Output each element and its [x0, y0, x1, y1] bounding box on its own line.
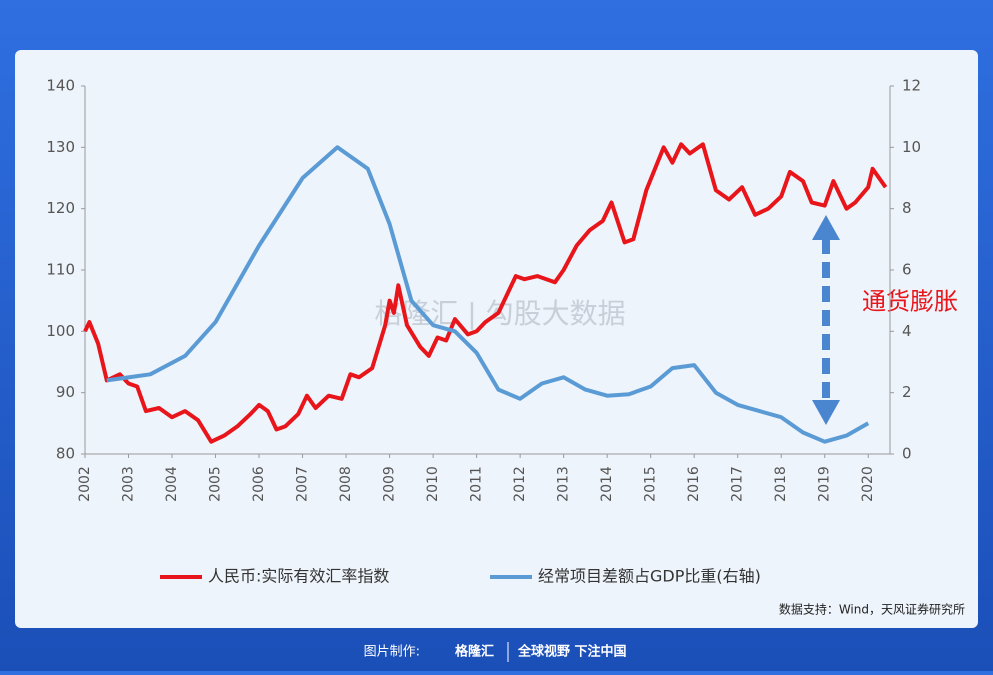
y-tick-label: 140 [46, 77, 75, 95]
x-tick-label: 2019 [817, 466, 833, 502]
y2-tick-label: 4 [902, 322, 912, 340]
x-tick-label: 2011 [469, 466, 485, 502]
series-line [106, 145, 870, 444]
x-tick-label: 2020 [860, 466, 876, 502]
x-tick-label: 2004 [164, 466, 180, 502]
card [15, 50, 978, 628]
source: 数据支持：Wind，天风证券研究所 [779, 602, 965, 617]
x-tick-label: 2005 [208, 466, 224, 502]
y-tick-label: 80 [56, 445, 75, 463]
y-tick-label: 100 [46, 322, 75, 340]
x-tick-label: 2014 [599, 466, 615, 502]
inflation-arrow [812, 215, 840, 425]
x-tick-label: 2007 [295, 466, 311, 502]
legend-label: 经常项目差额占GDP比重(右轴) [538, 567, 761, 586]
x-tick-label: 2018 [773, 466, 789, 502]
x-tick-label: 2008 [338, 466, 354, 502]
x-tick-label: 2016 [686, 466, 702, 502]
x-tick-label: 2015 [643, 466, 659, 502]
y2-tick-label: 12 [902, 77, 921, 95]
footer-right: 全球视野 下注中国 [517, 644, 627, 660]
y2-tick-label: 6 [902, 261, 912, 279]
x-tick-label: 2003 [121, 466, 137, 502]
x-tick-label: 2013 [556, 466, 572, 502]
y-tick-label: 90 [56, 383, 75, 401]
y2-tick-label: 2 [902, 383, 912, 401]
x-tick-label: 2012 [512, 466, 528, 502]
y2-tick-label: 10 [902, 138, 921, 156]
series-line [83, 142, 888, 444]
y-tick-label: 120 [46, 199, 75, 217]
footer-left: 图片制作: [364, 645, 420, 660]
y-tick-label: 130 [46, 138, 75, 156]
footer-brand: 格隆汇 [455, 644, 494, 660]
x-tick-label: 2017 [730, 466, 746, 502]
x-tick-label: 2006 [251, 466, 267, 502]
y2-tick-label: 0 [902, 445, 912, 463]
x-tick-label: 2009 [382, 466, 398, 502]
x-tick-label: 2002 [77, 466, 93, 502]
annotation: 通货膨胀 [862, 288, 958, 316]
y-tick-label: 110 [46, 261, 75, 279]
y2-tick-label: 8 [902, 199, 912, 217]
legend-label: 人民币:实际有效汇率指数 [208, 567, 389, 586]
x-tick-label: 2010 [425, 466, 441, 502]
